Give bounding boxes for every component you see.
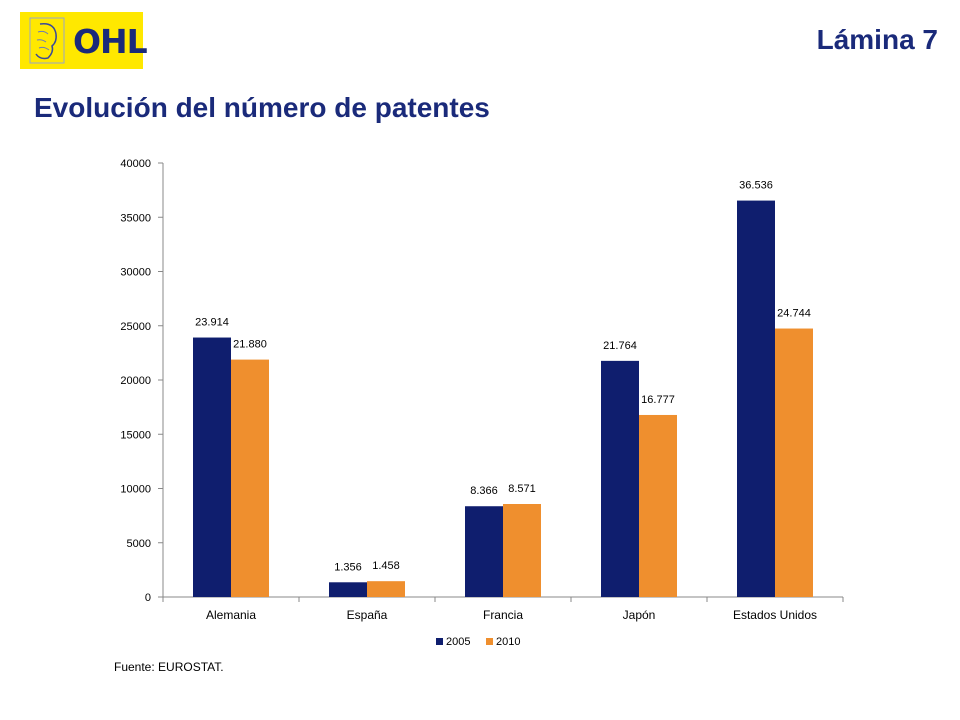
data-label: 21.764 — [603, 340, 637, 352]
y-tick-label: 20000 — [120, 375, 151, 387]
x-tick-label: Francia — [483, 608, 523, 622]
data-label: 1.458 — [372, 560, 400, 572]
page-title: Evolución del número de patentes — [34, 92, 490, 123]
x-tick-label: Alemania — [206, 608, 256, 622]
legend-swatch-2005 — [436, 638, 443, 645]
data-label: 21.880 — [233, 339, 267, 351]
source-note: Fuente: EUROSTAT. — [114, 660, 224, 674]
data-label: 16.777 — [641, 394, 675, 406]
logo-face-icon — [29, 17, 65, 64]
bar-2010 — [775, 328, 813, 597]
data-label: 36.536 — [739, 180, 773, 192]
slide-number: Lámina 7 — [816, 24, 938, 55]
y-tick-label: 10000 — [120, 484, 151, 496]
bar-2010 — [639, 414, 677, 597]
bar-2005 — [601, 360, 639, 597]
x-tick-label: Japón — [623, 608, 656, 622]
y-tick-label: 5000 — [127, 538, 151, 550]
logo-text: OHL — [73, 22, 148, 61]
bar-2010 — [503, 504, 541, 597]
data-label: 8.366 — [470, 485, 498, 497]
data-label: 8.571 — [508, 483, 536, 495]
bar-2010 — [367, 581, 405, 597]
bar-2005 — [193, 337, 231, 597]
data-label: 23.914 — [195, 317, 229, 329]
data-label: 24.744 — [777, 308, 811, 320]
x-tick-label: Estados Unidos — [733, 608, 817, 622]
data-label: 1.356 — [334, 561, 362, 573]
y-tick-label: 40000 — [120, 158, 151, 170]
y-tick-label: 25000 — [120, 321, 151, 333]
x-tick-label: España — [347, 608, 388, 622]
y-tick-label: 30000 — [120, 267, 151, 279]
legend-label: 2010 — [496, 636, 520, 648]
ohl-logo: OHL — [20, 12, 148, 69]
y-tick-label: 35000 — [120, 212, 151, 224]
bar-2005 — [737, 200, 775, 597]
legend-swatch-2010 — [486, 638, 493, 645]
bar-2005 — [329, 582, 367, 597]
bar-2005 — [465, 506, 503, 597]
y-tick-label: 0 — [145, 592, 151, 604]
legend-label: 2005 — [446, 636, 470, 648]
bar-2010 — [231, 359, 269, 597]
y-tick-label: 15000 — [120, 429, 151, 441]
